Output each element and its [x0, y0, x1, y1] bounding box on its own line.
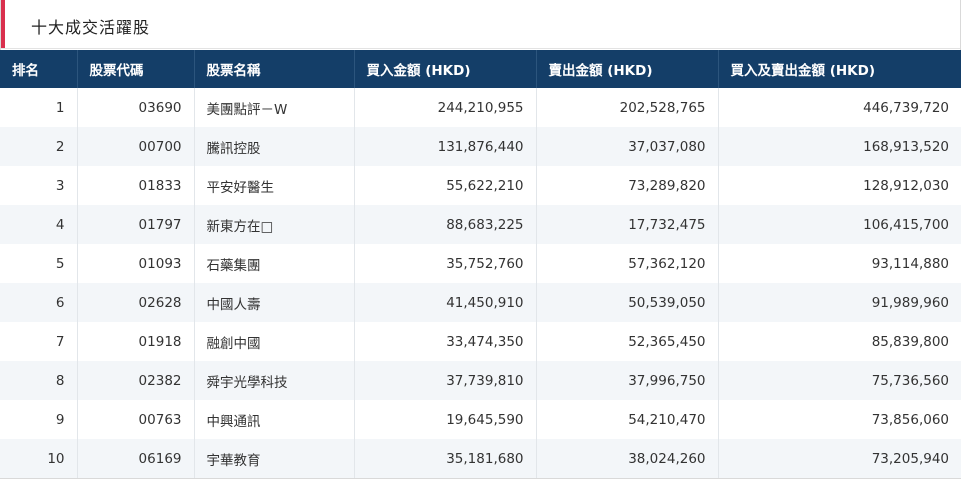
table-row[interactable]: 8 02382 舜宇光學科技 37,739,810 37,996,750 75,736,5… [0, 361, 961, 400]
stock-name-cell[interactable]: 美團點評－W [194, 88, 355, 127]
column-header-total-amount[interactable]: 買入及賣出金額 (HKD) [718, 50, 961, 88]
stock-code-cell: 06169 [77, 439, 195, 478]
table-row[interactable]: 1 03690 美團點評－W 244,210,955 202,528,765 446,73… [0, 88, 961, 127]
stock-name-cell[interactable]: 新東方在□ [194, 205, 355, 244]
stock-code-cell: 02628 [77, 283, 195, 322]
table-row[interactable]: 2 00700 騰訊控股 131,876,440 37,037,080 168,913,5… [0, 127, 961, 166]
sell-amount-cell: 37,037,080 [536, 127, 719, 166]
rank-cell: 1 [0, 88, 78, 127]
stock-name-cell[interactable]: 中興通訊 [194, 400, 355, 439]
table-row[interactable]: 10 06169 宇華教育 35,181,680 38,024,260 73,205,94… [0, 439, 961, 478]
stock-code-cell: 03690 [77, 88, 195, 127]
sell-amount-cell: 17,732,475 [536, 205, 719, 244]
total-amount-cell: 106,415,700 [718, 205, 961, 244]
buy-amount-cell: 33,474,350 [354, 322, 537, 361]
stock-code-cell: 00763 [77, 400, 195, 439]
panel-title: 十大成交活躍股 [31, 18, 151, 37]
stock-name-cell[interactable]: 中國人壽 [194, 283, 355, 322]
stock-name-cell[interactable]: 平安好醫生 [194, 166, 355, 205]
column-header-stock-name[interactable]: 股票名稱 [194, 50, 355, 88]
sell-amount-cell: 50,539,050 [536, 283, 719, 322]
stock-code-cell: 00700 [77, 127, 195, 166]
rank-cell: 5 [0, 244, 78, 283]
stock-code-cell: 01093 [77, 244, 195, 283]
total-amount-cell: 446,739,720 [718, 88, 961, 127]
rank-cell: 3 [0, 166, 78, 205]
table-row[interactable]: 3 01833 平安好醫生 55,622,210 73,289,820 128,912,0… [0, 166, 961, 205]
column-header-buy-amount[interactable]: 買入金額 (HKD) [354, 50, 537, 88]
buy-amount-cell: 19,645,590 [354, 400, 537, 439]
stock-code-cell: 01918 [77, 322, 195, 361]
column-header-sell-amount[interactable]: 賣出金額 (HKD) [536, 50, 719, 88]
buy-amount-cell: 35,752,760 [354, 244, 537, 283]
stock-name-cell[interactable]: 舜宇光學科技 [194, 361, 355, 400]
buy-amount-cell: 88,683,225 [354, 205, 537, 244]
rank-cell: 10 [0, 439, 78, 478]
table-header-row: 排名 股票代碼 股票名稱 買入金額 (HKD) 賣出金額 (HKD) 買入及賣出… [0, 50, 961, 88]
buy-amount-cell: 244,210,955 [354, 88, 537, 127]
column-header-rank[interactable]: 排名 [0, 50, 78, 88]
sell-amount-cell: 73,289,820 [536, 166, 719, 205]
stock-name-cell[interactable]: 融創中國 [194, 322, 355, 361]
buy-amount-cell: 37,739,810 [354, 361, 537, 400]
table-row[interactable]: 9 00763 中興通訊 19,645,590 54,210,470 73,856,060 [0, 400, 961, 439]
panel-header: 十大成交活躍股 [1, 0, 960, 49]
buy-amount-cell: 131,876,440 [354, 127, 537, 166]
buy-amount-cell: 55,622,210 [354, 166, 537, 205]
column-header-stock-code[interactable]: 股票代碼 [77, 50, 195, 88]
rank-cell: 9 [0, 400, 78, 439]
rank-cell: 8 [0, 361, 78, 400]
top-active-stocks-table: 排名 股票代碼 股票名稱 買入金額 (HKD) 賣出金額 (HKD) 買入及賣出… [0, 50, 961, 478]
rank-cell: 7 [0, 322, 78, 361]
stock-code-cell: 02382 [77, 361, 195, 400]
sell-amount-cell: 37,996,750 [536, 361, 719, 400]
rank-cell: 4 [0, 205, 78, 244]
sell-amount-cell: 52,365,450 [536, 322, 719, 361]
total-amount-cell: 73,205,940 [718, 439, 961, 478]
sell-amount-cell: 54,210,470 [536, 400, 719, 439]
total-amount-cell: 73,856,060 [718, 400, 961, 439]
total-amount-cell: 85,839,800 [718, 322, 961, 361]
table-row[interactable]: 6 02628 中國人壽 41,450,910 50,539,050 91,989,960 [0, 283, 961, 322]
stock-code-cell: 01797 [77, 205, 195, 244]
table-row[interactable]: 4 01797 新東方在□ 88,683,225 17,732,475 106,415,7… [0, 205, 961, 244]
buy-amount-cell: 41,450,910 [354, 283, 537, 322]
total-amount-cell: 75,736,560 [718, 361, 961, 400]
sell-amount-cell: 57,362,120 [536, 244, 719, 283]
total-amount-cell: 168,913,520 [718, 127, 961, 166]
rank-cell: 6 [0, 283, 78, 322]
buy-amount-cell: 35,181,680 [354, 439, 537, 478]
table-row[interactable]: 7 01918 融創中國 33,474,350 52,365,450 85,839,800 [0, 322, 961, 361]
total-amount-cell: 91,989,960 [718, 283, 961, 322]
total-amount-cell: 93,114,880 [718, 244, 961, 283]
sell-amount-cell: 202,528,765 [536, 88, 719, 127]
sell-amount-cell: 38,024,260 [536, 439, 719, 478]
stock-name-cell[interactable]: 騰訊控股 [194, 127, 355, 166]
total-amount-cell: 128,912,030 [718, 166, 961, 205]
stock-name-cell[interactable]: 宇華教育 [194, 439, 355, 478]
stock-name-cell[interactable]: 石藥集團 [194, 244, 355, 283]
stock-code-cell: 01833 [77, 166, 195, 205]
table-row[interactable]: 5 01093 石藥集團 35,752,760 57,362,120 93,114,880 [0, 244, 961, 283]
header-accent-bar [1, 0, 5, 48]
rank-cell: 2 [0, 127, 78, 166]
